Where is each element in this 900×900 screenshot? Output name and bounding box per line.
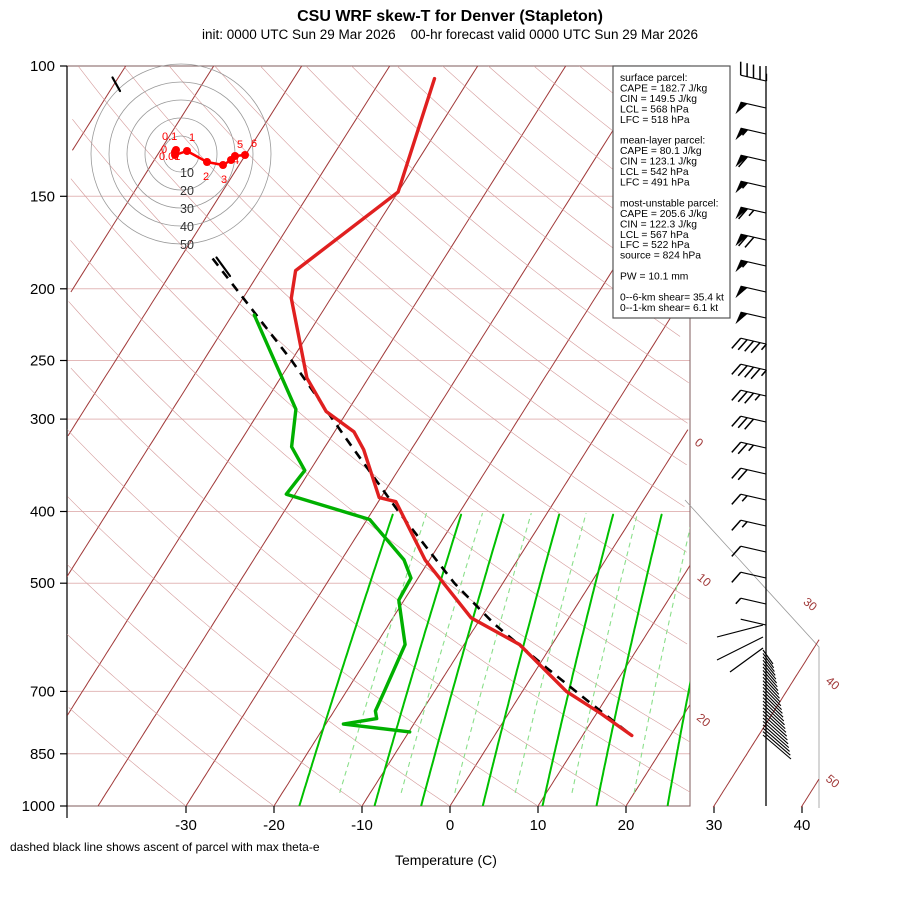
svg-text:50: 50 <box>180 238 194 252</box>
svg-text:0.1: 0.1 <box>162 131 177 143</box>
svg-text:mean-layer parcel:: mean-layer parcel: <box>620 136 705 147</box>
svg-text:LCL = 542 hPa: LCL = 542 hPa <box>620 167 689 178</box>
svg-text:CIN = 123.1 J/kg: CIN = 123.1 J/kg <box>620 157 697 168</box>
svg-text:40: 40 <box>180 220 194 234</box>
svg-text:4: 4 <box>233 155 239 167</box>
svg-text:LFC = 522 hPa: LFC = 522 hPa <box>620 240 690 251</box>
svg-text:0: 0 <box>446 817 454 834</box>
svg-text:LCL = 568 hPa: LCL = 568 hPa <box>620 104 689 115</box>
svg-text:5: 5 <box>237 139 243 151</box>
svg-text:30: 30 <box>180 202 194 216</box>
svg-text:CIN = 149.5 J/kg: CIN = 149.5 J/kg <box>620 94 697 105</box>
svg-text:500: 500 <box>30 575 55 592</box>
svg-text:850: 850 <box>30 746 55 763</box>
svg-text:400: 400 <box>30 504 55 521</box>
svg-text:-30: -30 <box>175 817 197 834</box>
svg-text:6: 6 <box>251 138 257 150</box>
svg-text:700: 700 <box>30 683 55 700</box>
svg-text:20: 20 <box>618 817 635 834</box>
svg-text:1: 1 <box>189 132 195 144</box>
svg-text:0--1-km shear= 6.1 kt: 0--1-km shear= 6.1 kt <box>620 303 718 314</box>
svg-text:LCL = 567 hPa: LCL = 567 hPa <box>620 230 689 241</box>
svg-text:surface parcel:: surface parcel: <box>620 73 688 84</box>
svg-text:20: 20 <box>180 184 194 198</box>
svg-text:LFC = 491 hPa: LFC = 491 hPa <box>620 178 690 189</box>
svg-text:3: 3 <box>221 174 227 186</box>
svg-text:10: 10 <box>180 166 194 180</box>
svg-text:200: 200 <box>30 281 55 298</box>
svg-text:40: 40 <box>794 817 811 834</box>
svg-text:CAPE = 182.7 J/kg: CAPE = 182.7 J/kg <box>620 83 708 94</box>
svg-text:30: 30 <box>706 817 723 834</box>
svg-text:-20: -20 <box>263 817 285 834</box>
svg-text:0--6-km shear= 35.4 kt: 0--6-km shear= 35.4 kt <box>620 292 724 303</box>
svg-text:250: 250 <box>30 353 55 370</box>
svg-text:PW = 10.1 mm: PW = 10.1 mm <box>620 272 688 283</box>
svg-text:0: 0 <box>161 144 167 156</box>
svg-text:1000: 1000 <box>22 798 55 815</box>
svg-text:CAPE = 205.6 J/kg: CAPE = 205.6 J/kg <box>620 209 708 220</box>
svg-text:CIN = 122.3 J/kg: CIN = 122.3 J/kg <box>620 219 697 230</box>
svg-text:source = 824 hPa: source = 824 hPa <box>620 251 701 262</box>
svg-text:LFC = 518 hPa: LFC = 518 hPa <box>620 115 690 126</box>
svg-text:150: 150 <box>30 188 55 205</box>
svg-text:-10: -10 <box>351 817 373 834</box>
svg-text:most-unstable parcel:: most-unstable parcel: <box>620 198 718 209</box>
svg-text:CAPE = 80.1 J/kg: CAPE = 80.1 J/kg <box>620 146 702 157</box>
svg-text:2: 2 <box>203 171 209 183</box>
svg-text:100: 100 <box>30 58 55 75</box>
svg-text:10: 10 <box>530 817 547 834</box>
svg-text:300: 300 <box>30 411 55 428</box>
